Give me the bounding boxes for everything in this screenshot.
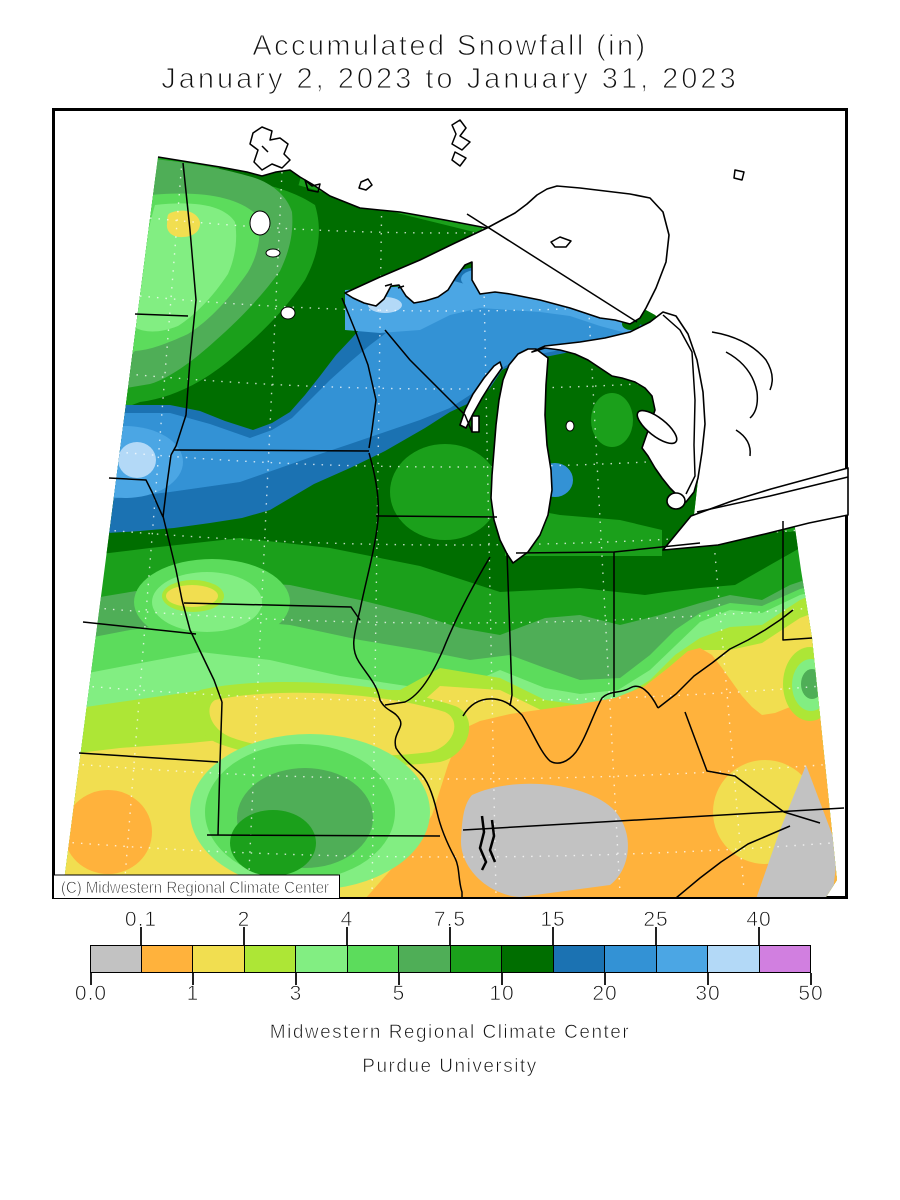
svg-text:(C) Midwestern Regional Climat: (C) Midwestern Regional Climate Center: [61, 878, 329, 897]
